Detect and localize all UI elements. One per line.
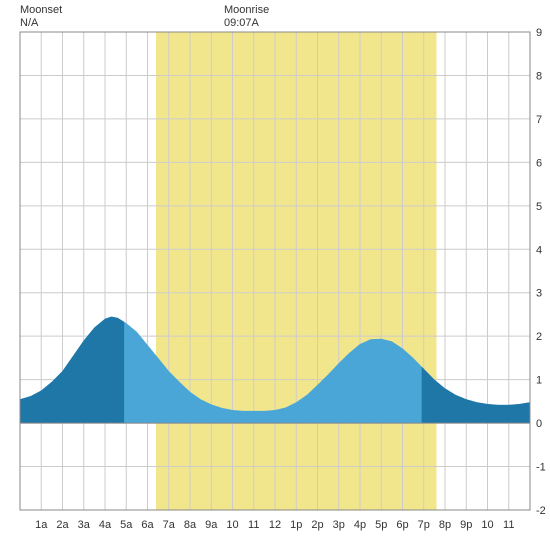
svg-text:11: 11 (503, 519, 514, 531)
svg-text:8p: 8p (439, 519, 451, 531)
moon-times-header: Moonset N/A Moonrise 09:07A (0, 4, 550, 32)
svg-text:1: 1 (536, 375, 542, 387)
svg-text:7a: 7a (163, 519, 176, 531)
svg-text:3a: 3a (78, 519, 91, 531)
svg-text:9p: 9p (460, 519, 472, 531)
svg-text:10: 10 (226, 519, 238, 531)
svg-text:3p: 3p (333, 519, 345, 531)
svg-text:4p: 4p (354, 519, 366, 531)
svg-text:4: 4 (536, 244, 542, 256)
moonrise-value: 09:07A (224, 17, 269, 30)
svg-text:0: 0 (536, 418, 542, 430)
svg-text:9a: 9a (205, 519, 218, 531)
moonset-value: N/A (20, 17, 62, 30)
svg-text:4a: 4a (99, 519, 112, 531)
moonset-block: Moonset N/A (20, 4, 62, 30)
svg-text:6a: 6a (141, 519, 154, 531)
svg-text:10: 10 (481, 519, 493, 531)
svg-text:11: 11 (248, 519, 259, 531)
svg-text:8: 8 (536, 70, 542, 82)
svg-text:2: 2 (536, 331, 542, 343)
svg-text:-2: -2 (536, 505, 546, 517)
svg-text:-1: -1 (536, 462, 546, 474)
svg-text:6: 6 (536, 157, 542, 169)
svg-text:5p: 5p (375, 519, 387, 531)
tide-chart: -2-101234567891a2a3a4a5a6a7a8a9a1011121p… (0, 0, 550, 550)
svg-text:2a: 2a (56, 519, 69, 531)
moonrise-block: Moonrise 09:07A (224, 4, 269, 30)
svg-text:7: 7 (536, 114, 542, 126)
svg-text:6p: 6p (396, 519, 408, 531)
svg-text:3: 3 (536, 288, 542, 300)
svg-text:1p: 1p (290, 519, 302, 531)
moonset-title: Moonset (20, 4, 62, 17)
tide-chart-container: Moonset N/A Moonrise 09:07A -2-101234567… (0, 0, 550, 550)
moonrise-title: Moonrise (224, 4, 269, 17)
svg-text:5a: 5a (120, 519, 133, 531)
svg-text:12: 12 (269, 519, 281, 531)
svg-text:8a: 8a (184, 519, 197, 531)
svg-text:5: 5 (536, 201, 542, 213)
svg-text:2p: 2p (311, 519, 323, 531)
svg-text:1a: 1a (35, 519, 48, 531)
svg-text:7p: 7p (418, 519, 430, 531)
